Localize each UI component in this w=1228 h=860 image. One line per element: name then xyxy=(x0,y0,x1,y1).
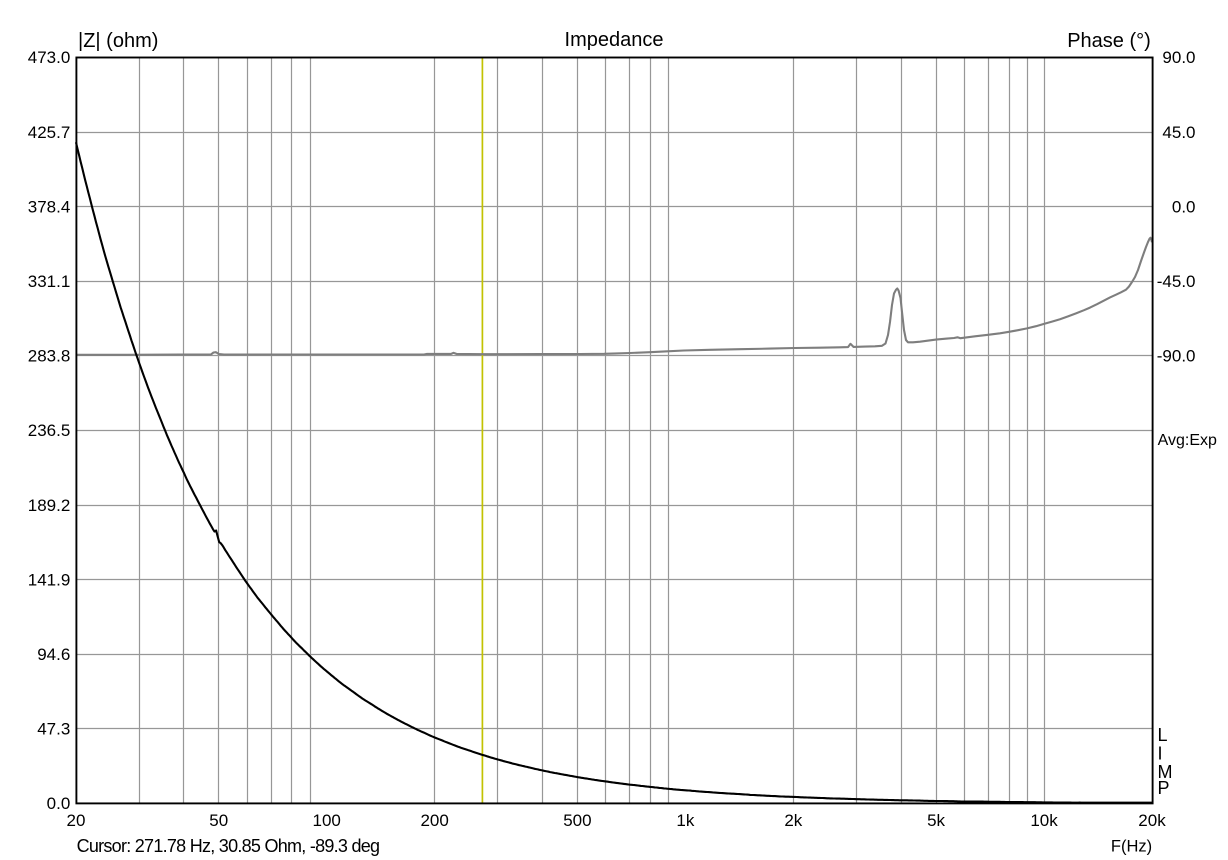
svg-text:0.0: 0.0 xyxy=(47,794,71,813)
svg-text:0.0: 0.0 xyxy=(1172,197,1196,216)
svg-text:Impedance: Impedance xyxy=(565,29,664,51)
svg-text:F(Hz): F(Hz) xyxy=(1111,838,1152,856)
svg-text:20k: 20k xyxy=(1138,811,1166,830)
svg-text:Avg:Exp: Avg:Exp xyxy=(1158,432,1217,449)
svg-text:90.0: 90.0 xyxy=(1162,48,1195,67)
svg-text:378.4: 378.4 xyxy=(28,197,71,216)
svg-text:473.0: 473.0 xyxy=(28,48,71,67)
svg-text:Phase (°): Phase (°) xyxy=(1067,30,1151,52)
svg-text:1k: 1k xyxy=(676,811,694,830)
svg-text:M: M xyxy=(1158,762,1173,782)
svg-text:94.6: 94.6 xyxy=(37,645,70,664)
svg-text:5k: 5k xyxy=(927,811,945,830)
svg-text:47.3: 47.3 xyxy=(37,720,70,739)
svg-text:Cursor: 271.78 Hz, 30.85 Ohm,: Cursor: 271.78 Hz, 30.85 Ohm, -89.3 deg xyxy=(77,836,380,856)
svg-text:331.1: 331.1 xyxy=(28,272,71,291)
svg-text:45.0: 45.0 xyxy=(1162,123,1195,142)
svg-text:10k: 10k xyxy=(1030,811,1058,830)
svg-text:L: L xyxy=(1158,725,1168,745)
svg-text:50: 50 xyxy=(209,811,228,830)
svg-text:-45.0: -45.0 xyxy=(1157,272,1196,291)
svg-text:20: 20 xyxy=(67,811,86,830)
svg-text:283.8: 283.8 xyxy=(28,347,71,366)
svg-text:141.9: 141.9 xyxy=(28,570,71,589)
svg-text:500: 500 xyxy=(563,811,591,830)
svg-text:|Z| (ohm): |Z| (ohm) xyxy=(78,30,158,52)
svg-text:2k: 2k xyxy=(784,811,802,830)
svg-text:P: P xyxy=(1158,778,1170,798)
svg-text:-90.0: -90.0 xyxy=(1157,347,1196,366)
svg-text:100: 100 xyxy=(313,811,341,830)
svg-text:425.7: 425.7 xyxy=(28,123,71,142)
svg-text:236.5: 236.5 xyxy=(28,421,71,440)
svg-text:I: I xyxy=(1158,744,1163,764)
svg-text:189.2: 189.2 xyxy=(28,496,71,515)
svg-text:200: 200 xyxy=(420,811,448,830)
